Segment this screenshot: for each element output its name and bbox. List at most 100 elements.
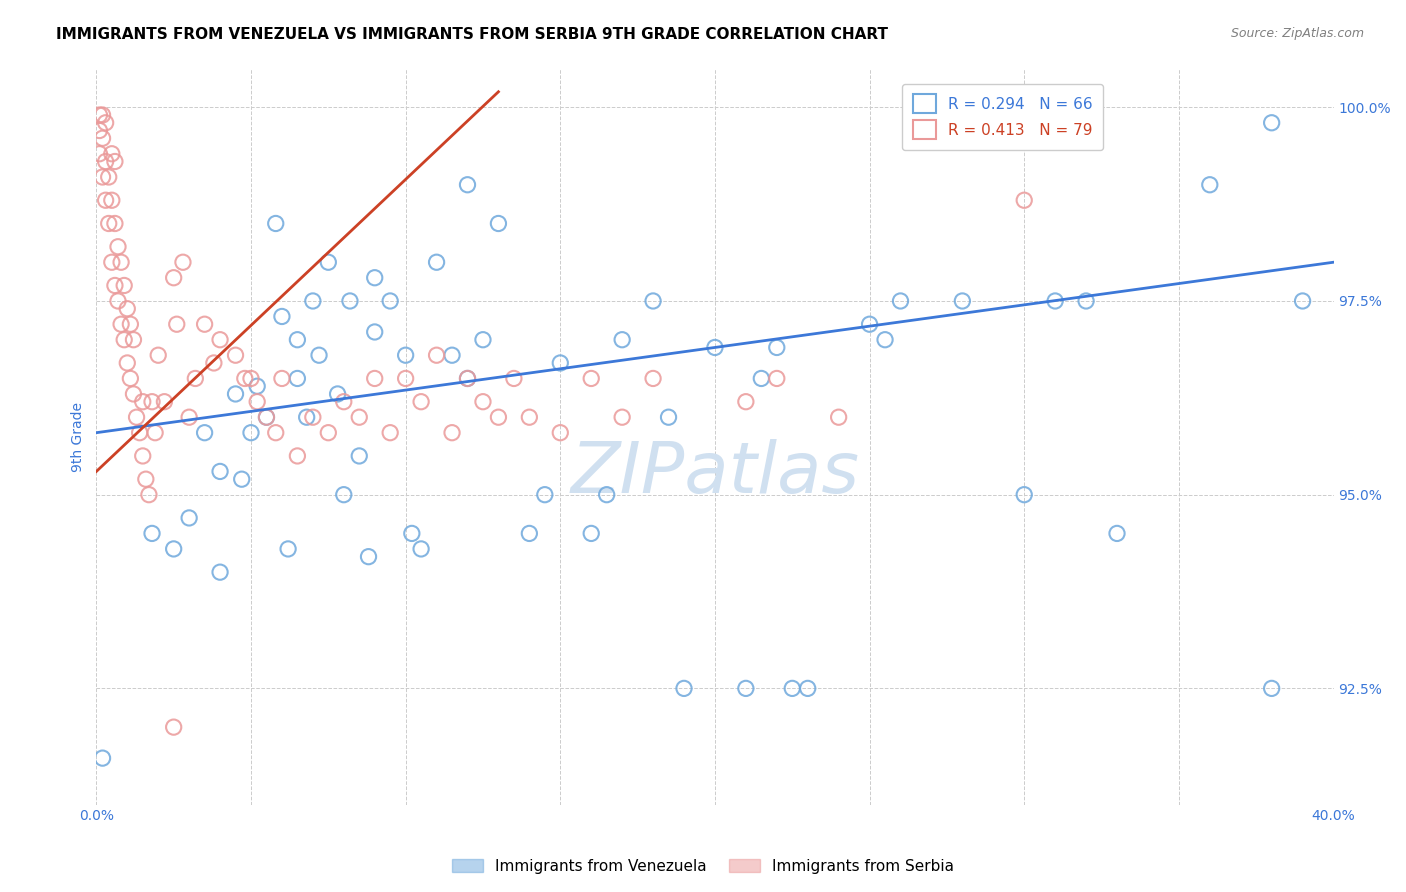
Point [318, 255, 340, 269]
Point [579, 371, 602, 385]
Point [104, 217, 127, 231]
Point [657, 410, 679, 425]
Point [339, 293, 361, 308]
Point [610, 333, 633, 347]
Point [148, 348, 170, 362]
Point [101, 146, 124, 161]
Point [349, 449, 371, 463]
Point [858, 317, 880, 331]
Point [796, 681, 818, 696]
Point [364, 270, 387, 285]
Point [472, 394, 495, 409]
Point [426, 255, 449, 269]
Point [873, 333, 896, 347]
Point [1074, 293, 1097, 308]
Point [89, 146, 111, 161]
Point [120, 317, 142, 331]
Point [287, 449, 309, 463]
Point [380, 293, 402, 308]
Point [641, 293, 664, 308]
Point [457, 371, 479, 385]
Point [117, 356, 139, 370]
Point [308, 348, 330, 362]
Point [517, 410, 540, 425]
Point [94, 193, 117, 207]
Point [135, 472, 157, 486]
Point [209, 465, 232, 479]
Y-axis label: 9th Grade: 9th Grade [72, 401, 86, 472]
Point [172, 255, 194, 269]
Point [141, 526, 163, 541]
Point [287, 333, 309, 347]
Point [91, 751, 114, 765]
Point [333, 488, 356, 502]
Point [89, 108, 111, 122]
Point [166, 317, 188, 331]
Point [110, 255, 132, 269]
Point [333, 394, 356, 409]
Text: ZIPatlas: ZIPatlas [571, 439, 859, 508]
Point [246, 379, 269, 393]
Point [104, 278, 127, 293]
Point [457, 371, 479, 385]
Point [264, 217, 287, 231]
Point [225, 387, 247, 401]
Point [827, 410, 849, 425]
Point [426, 348, 449, 362]
Point [610, 410, 633, 425]
Point [672, 681, 695, 696]
Point [579, 526, 602, 541]
Point [271, 371, 294, 385]
Point [97, 217, 120, 231]
Point [889, 293, 911, 308]
Point [277, 541, 299, 556]
Point [1043, 293, 1066, 308]
Point [302, 410, 325, 425]
Point [163, 541, 186, 556]
Point [1260, 116, 1282, 130]
Point [240, 425, 263, 440]
Point [138, 488, 160, 502]
Point [287, 371, 309, 385]
Point [357, 549, 380, 564]
Point [517, 526, 540, 541]
Point [765, 341, 787, 355]
Point [256, 410, 278, 425]
Point [326, 387, 349, 401]
Point [411, 541, 433, 556]
Point [141, 394, 163, 409]
Point [472, 333, 495, 347]
Point [395, 348, 418, 362]
Point [110, 317, 132, 331]
Point [163, 720, 186, 734]
Point [441, 348, 464, 362]
Point [302, 293, 325, 308]
Point [271, 310, 294, 324]
Point [101, 193, 124, 207]
Point [1260, 681, 1282, 696]
Point [734, 394, 756, 409]
Point [1105, 526, 1128, 541]
Point [246, 394, 269, 409]
Point [132, 449, 155, 463]
Point [132, 394, 155, 409]
Point [780, 681, 803, 696]
Point [364, 371, 387, 385]
Point [256, 410, 278, 425]
Point [97, 169, 120, 184]
Point [457, 178, 479, 192]
Text: Source: ZipAtlas.com: Source: ZipAtlas.com [1230, 27, 1364, 40]
Point [120, 371, 142, 385]
Point [1012, 193, 1035, 207]
Point [533, 488, 555, 502]
Point [703, 341, 725, 355]
Point [128, 425, 150, 440]
Point [194, 425, 217, 440]
Point [1012, 488, 1035, 502]
Point [112, 333, 135, 347]
Point [441, 425, 464, 440]
Point [411, 394, 433, 409]
Point [295, 410, 318, 425]
Point [641, 371, 664, 385]
Point [101, 255, 124, 269]
